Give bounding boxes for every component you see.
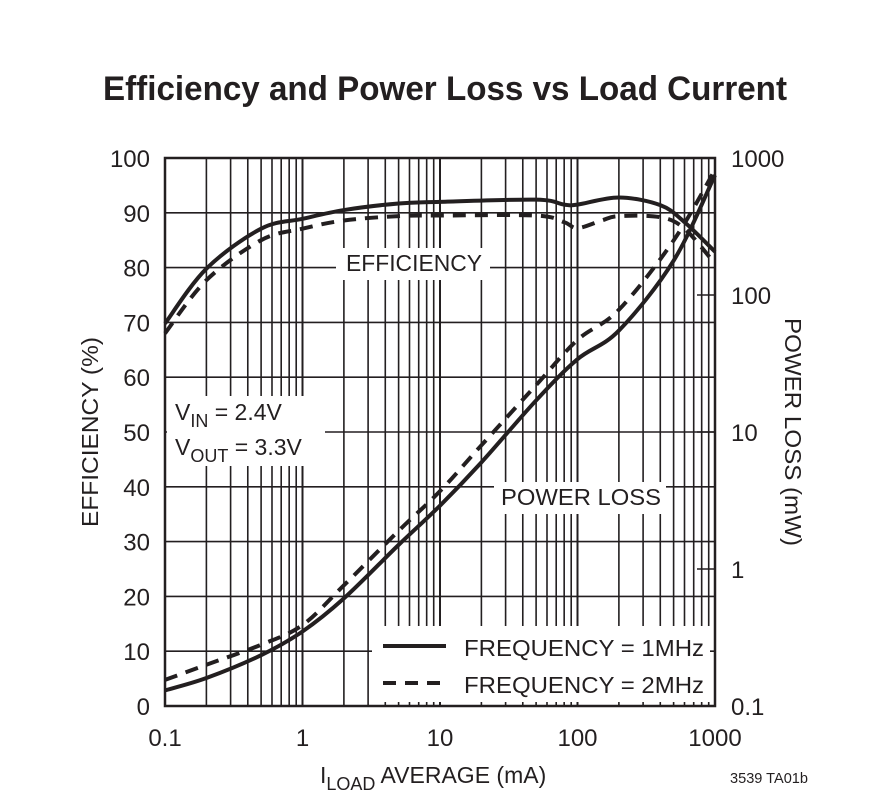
y2-tick-label: 100 — [731, 283, 771, 310]
y-tick-label: 40 — [123, 475, 150, 502]
power-loss-annotation: POWER LOSS — [501, 484, 661, 510]
y2-tick-label: 1000 — [731, 146, 784, 173]
plot-frame — [163, 156, 717, 708]
legend: FREQUENCY = 1MHz FREQUENCY = 2MHz — [372, 626, 710, 702]
y2-tick-label: 0.1 — [731, 694, 764, 721]
efficiency-annotation: EFFICIENCY — [346, 250, 482, 276]
y-tick-label: 60 — [123, 365, 150, 392]
y-tick-label: 10 — [123, 639, 150, 666]
y2-tick-label: 1 — [731, 557, 744, 584]
vin-annotation: VIN = 2.4V — [175, 399, 283, 431]
y-tick-label: 90 — [123, 201, 150, 228]
y2-tick-label: 10 — [731, 420, 758, 447]
y-tick-label: 70 — [123, 310, 150, 337]
x-tick-label: 10 — [427, 725, 454, 752]
legend-label-1mhz: FREQUENCY = 1MHz — [464, 635, 704, 661]
x-tick-label: 0.1 — [148, 725, 181, 752]
x-tick-label: 100 — [557, 725, 597, 752]
y-tick-label: 80 — [123, 256, 150, 283]
y-tick-label: 100 — [110, 146, 150, 173]
y-tick-label: 50 — [123, 420, 150, 447]
series-line-efficiency-1mhz — [163, 195, 717, 325]
y-tick-label: 0 — [137, 694, 150, 721]
figure-code: 3539 TA01b — [730, 770, 808, 787]
x-tick-label: 1 — [296, 725, 309, 752]
series-line-efficiency-2mhz — [163, 213, 717, 335]
x-tick-label: 1000 — [688, 725, 741, 752]
y-axis-label: EFFICIENCY (%) — [77, 337, 103, 527]
y-tick-label: 20 — [123, 584, 150, 611]
tick-labels: 0 10 20 30 40 50 60 70 80 90 100 0.1 1 10 100 1000 0.1 1 1… — [110, 146, 784, 752]
y2-axis-label: POWER LOSS (mW) — [780, 318, 806, 546]
power-loss-label-bg — [494, 482, 666, 514]
series-line-power_loss-1mhz — [164, 174, 717, 693]
y-tick-label: 30 — [123, 530, 150, 557]
vout-annotation: VOUT = 3.3V — [175, 434, 303, 466]
conditions-bg — [167, 396, 325, 466]
legend-label-2mhz: FREQUENCY = 2MHz — [464, 672, 704, 698]
curves — [163, 168, 717, 693]
x-axis-label: ILOAD AVERAGE (mA) — [320, 762, 546, 794]
chart-title: Efficiency and Power Loss vs Load Curren… — [103, 70, 787, 108]
efficiency-label-bg — [336, 248, 490, 280]
legend-bg — [372, 626, 710, 702]
